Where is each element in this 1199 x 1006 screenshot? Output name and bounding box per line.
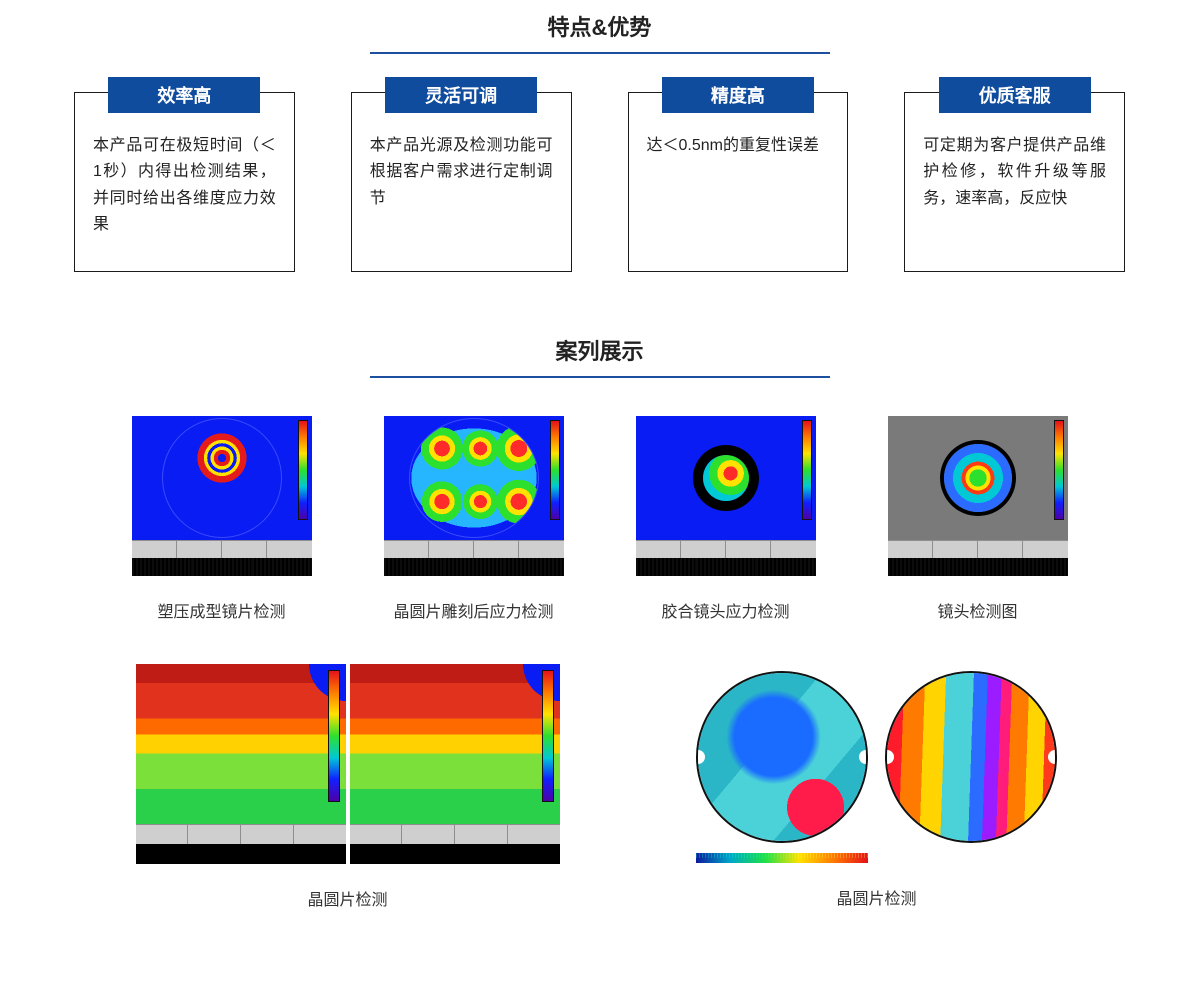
case-heatmap-icon [384, 416, 564, 576]
case-item: 胶合镜头应力检测 [636, 416, 816, 622]
feature-card-precision: 精度高 达＜0.5nm的重复性误差 [628, 92, 849, 272]
title-underline [370, 376, 830, 378]
case-caption: 胶合镜头应力检测 [636, 598, 816, 622]
cases-row-wide: 晶圆片检测 [0, 664, 1199, 910]
feature-tab: 优质客服 [939, 77, 1091, 113]
case-caption: 晶圆片雕刻后应力检测 [384, 598, 564, 622]
feature-desc: 可定期为客户提供产品维护检修，软件升级等服务，速率高，反应快 [923, 133, 1106, 212]
feature-card-flexible: 灵活可调 本产品光源及检测功能可根据客户需求进行定制调节 [351, 92, 572, 272]
cases-section-header: 案列展示 [0, 334, 1199, 378]
colorbar-icon [696, 853, 868, 863]
colorbar-icon [328, 670, 340, 802]
feature-tab: 精度高 [662, 77, 814, 113]
feature-desc: 达＜0.5nm的重复性误差 [647, 133, 830, 159]
feature-tab: 效率高 [108, 77, 260, 113]
colorbar-icon [802, 420, 812, 520]
feature-desc: 本产品光源及检测功能可根据客户需求进行定制调节 [370, 133, 553, 212]
case-item-wide: 晶圆片检测 [136, 664, 560, 910]
case-item-wide: 晶圆片检测 [690, 664, 1064, 910]
case-heatmap-icon [636, 416, 816, 576]
case-caption: 镜头检测图 [888, 598, 1068, 622]
case-heatmap-icon [136, 664, 346, 864]
title-underline [370, 52, 830, 54]
case-caption: 晶圆片检测 [690, 885, 1064, 909]
feature-tab: 灵活可调 [385, 77, 537, 113]
case-heatmap-icon [132, 416, 312, 576]
feature-desc: 本产品可在极短时间（＜1秒）内得出检测结果，并同时给出各维度应力效果 [93, 133, 276, 239]
case-caption: 晶圆片检测 [136, 886, 560, 910]
cases-title: 案列展示 [545, 334, 653, 376]
case-heatmap-icon [879, 664, 1064, 849]
colorbar-icon [550, 420, 560, 520]
feature-card-efficiency: 效率高 本产品可在极短时间（＜1秒）内得出检测结果，并同时给出各维度应力效果 [74, 92, 295, 272]
features-row: 效率高 本产品可在极短时间（＜1秒）内得出检测结果，并同时给出各维度应力效果 灵… [0, 92, 1199, 272]
colorbar-icon [1054, 420, 1064, 520]
feature-card-service: 优质客服 可定期为客户提供产品维护检修，软件升级等服务，速率高，反应快 [904, 92, 1125, 272]
case-item: 晶圆片雕刻后应力检测 [384, 416, 564, 622]
colorbar-icon [298, 420, 308, 520]
colorbar-icon [542, 670, 554, 802]
features-title: 特点&优势 [538, 10, 662, 52]
cases-row-small: 塑压成型镜片检测 晶圆片雕刻后应力检测 胶合 [0, 416, 1199, 622]
case-heatmap-icon [350, 664, 560, 864]
case-heatmap-icon [690, 664, 875, 863]
features-section-header: 特点&优势 [0, 10, 1199, 54]
case-item: 塑压成型镜片检测 [132, 416, 312, 622]
case-item: 镜头检测图 [888, 416, 1068, 622]
case-heatmap-icon [888, 416, 1068, 576]
case-caption: 塑压成型镜片检测 [132, 598, 312, 622]
